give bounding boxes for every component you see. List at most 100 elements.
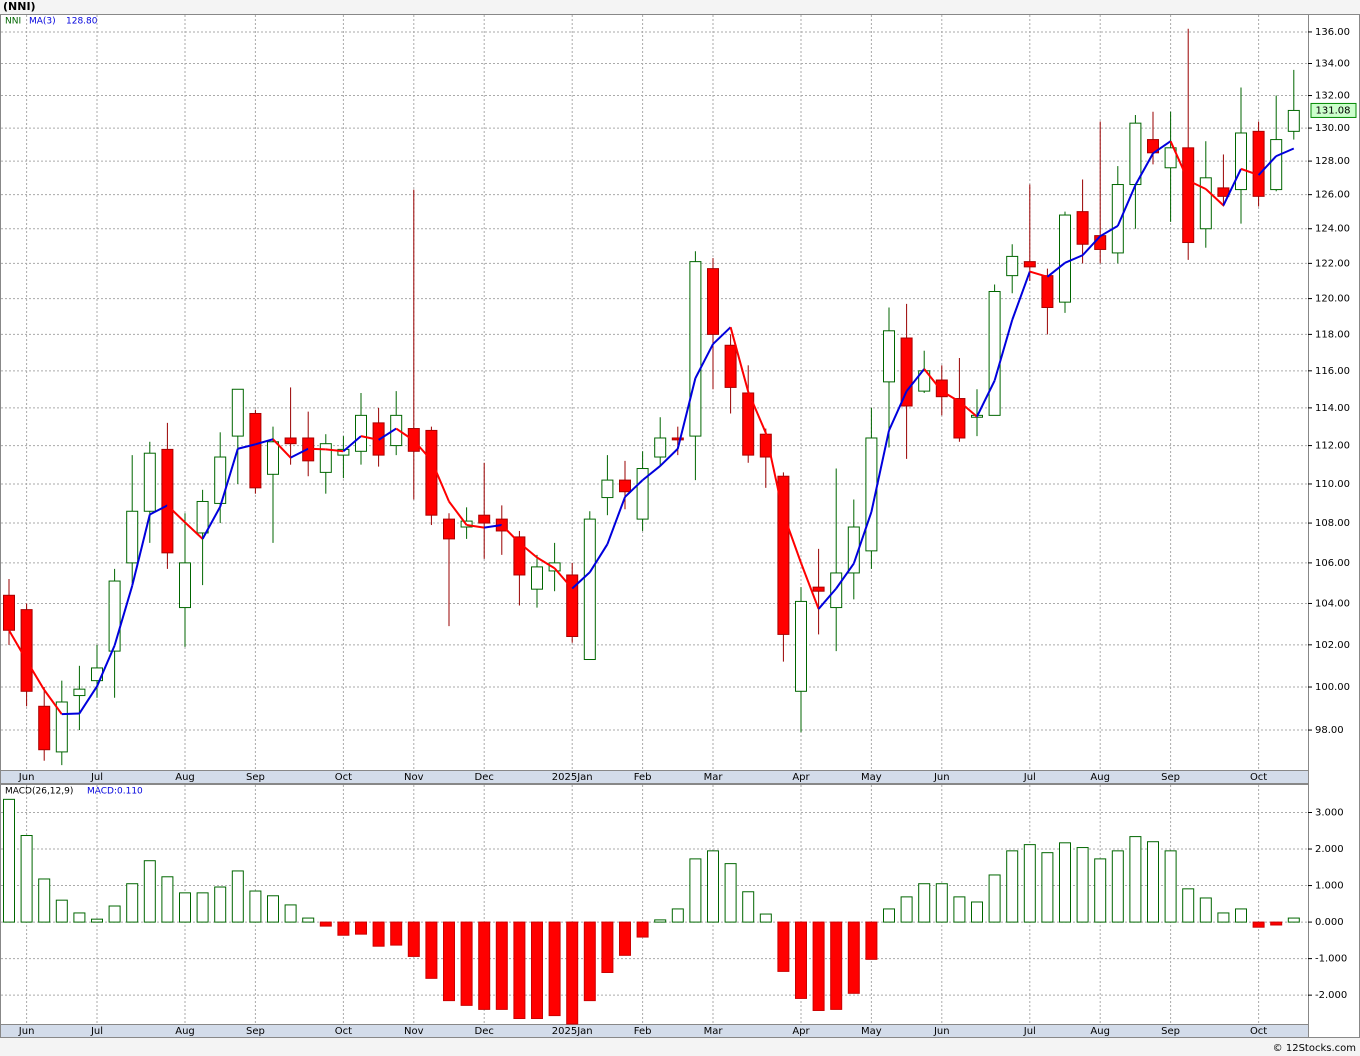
x-tick-label: Jun — [933, 772, 950, 783]
ma-line — [308, 447, 326, 451]
candle-body — [900, 337, 913, 407]
y-tick-label: 122.00 — [1315, 258, 1350, 269]
x-tick-label: Sep — [246, 772, 265, 783]
macd-bar — [619, 921, 631, 956]
candle-body — [38, 705, 51, 751]
candle-body — [1094, 235, 1107, 250]
candle-body — [1111, 184, 1124, 254]
macd-bar — [267, 895, 279, 923]
ma-line — [43, 689, 63, 715]
last-price-box — [1310, 102, 1357, 118]
candle-body — [179, 562, 191, 609]
footer: © 12Stocks.com — [1273, 1043, 1356, 1054]
y-tick-label: 130.00 — [1315, 123, 1350, 134]
macd-bar — [1235, 908, 1247, 923]
macd-bar — [143, 860, 156, 923]
x-tick-label: Nov — [404, 772, 424, 783]
candle-body — [619, 479, 631, 493]
ma-line — [694, 343, 714, 379]
macd-bar — [1182, 888, 1195, 923]
legend-symbol: NNI — [5, 17, 21, 27]
x-tick-label: May — [861, 772, 882, 783]
macd-bar — [953, 896, 966, 923]
macd-bar — [918, 883, 931, 923]
x-tick-label: Jul — [90, 772, 103, 783]
candle-body — [1023, 261, 1036, 268]
macd-bar — [971, 901, 983, 923]
ma-line — [342, 435, 362, 453]
macd-bar — [20, 835, 33, 923]
candle-body — [355, 414, 367, 452]
ma-line — [659, 448, 679, 467]
ma-line — [571, 571, 591, 590]
ma-line — [976, 380, 996, 418]
macd-bar — [812, 921, 825, 1011]
macd-bar — [1270, 921, 1283, 926]
candle-body — [3, 594, 15, 631]
macd-bar — [1287, 917, 1300, 923]
ma-line — [923, 368, 943, 392]
candle-body — [1182, 147, 1195, 244]
macd-bar — [443, 921, 455, 1002]
ma-line — [448, 500, 468, 526]
candle-body — [161, 448, 174, 554]
y-tick-label: 128.00 — [1315, 156, 1350, 167]
macd-bar — [425, 921, 438, 979]
x-tick-label: Apr — [792, 772, 810, 783]
y-tick-label: 132.00 — [1315, 91, 1350, 102]
ma-line — [536, 556, 556, 570]
candle-body — [689, 261, 702, 437]
y-tick-label: -1.000 — [1315, 954, 1347, 965]
candle-body — [883, 330, 895, 383]
macd-bar — [390, 921, 403, 946]
candle-body — [390, 414, 403, 447]
candle-body — [566, 574, 579, 637]
x-tick-label: Mar — [704, 1026, 724, 1037]
ma-line — [1099, 225, 1119, 238]
ma-line — [1222, 168, 1242, 206]
candle-body — [126, 510, 139, 564]
y-tick-label: 1.000 — [1315, 881, 1344, 892]
macd-bar — [583, 921, 596, 1002]
macd-bar — [355, 921, 367, 935]
macd-bar — [883, 908, 895, 923]
ma-line — [1169, 140, 1190, 182]
macd-bar — [302, 917, 315, 923]
ma-line — [1240, 167, 1259, 176]
x-tick-label: Apr — [792, 1026, 810, 1037]
ma-line — [941, 390, 960, 403]
candle-body — [231, 388, 244, 437]
x-tick-label: Sep — [1161, 1026, 1180, 1037]
macd-bar — [460, 921, 473, 1006]
y-tick-label: 106.00 — [1315, 558, 1350, 569]
ma-line — [8, 629, 28, 662]
ma-line — [237, 443, 256, 450]
macd-bar — [1217, 912, 1230, 923]
macd-bar — [372, 921, 385, 947]
macd-bar — [337, 921, 350, 936]
y-tick-label: 0.000 — [1315, 917, 1344, 928]
x-tick-label: Mar — [704, 772, 724, 783]
macd-bar — [1147, 841, 1159, 923]
candle-body — [337, 448, 350, 456]
y-tick-label: 108.00 — [1315, 518, 1350, 529]
candle-body — [1270, 139, 1283, 191]
candle-body — [1287, 109, 1300, 132]
x-axis-strip — [0, 1024, 1309, 1038]
x-tick-label: Nov — [404, 1026, 424, 1037]
candle-body — [1041, 275, 1054, 308]
ma-line — [729, 326, 750, 392]
candle-body — [1129, 122, 1142, 186]
x-tick-label: 2025Jan — [552, 1026, 593, 1037]
legend-ma: MA(3) — [29, 17, 56, 27]
ma-line — [958, 400, 978, 418]
ma-line — [870, 430, 890, 513]
x-tick-label: Feb — [634, 1026, 652, 1037]
ma-line — [290, 447, 309, 459]
ma-line — [1064, 254, 1083, 264]
ma-line — [395, 427, 415, 442]
macd-bar — [319, 921, 332, 927]
x-tick-label: Jul — [1023, 1026, 1036, 1037]
macd-bar — [407, 921, 420, 957]
macd-bar — [1094, 858, 1107, 923]
